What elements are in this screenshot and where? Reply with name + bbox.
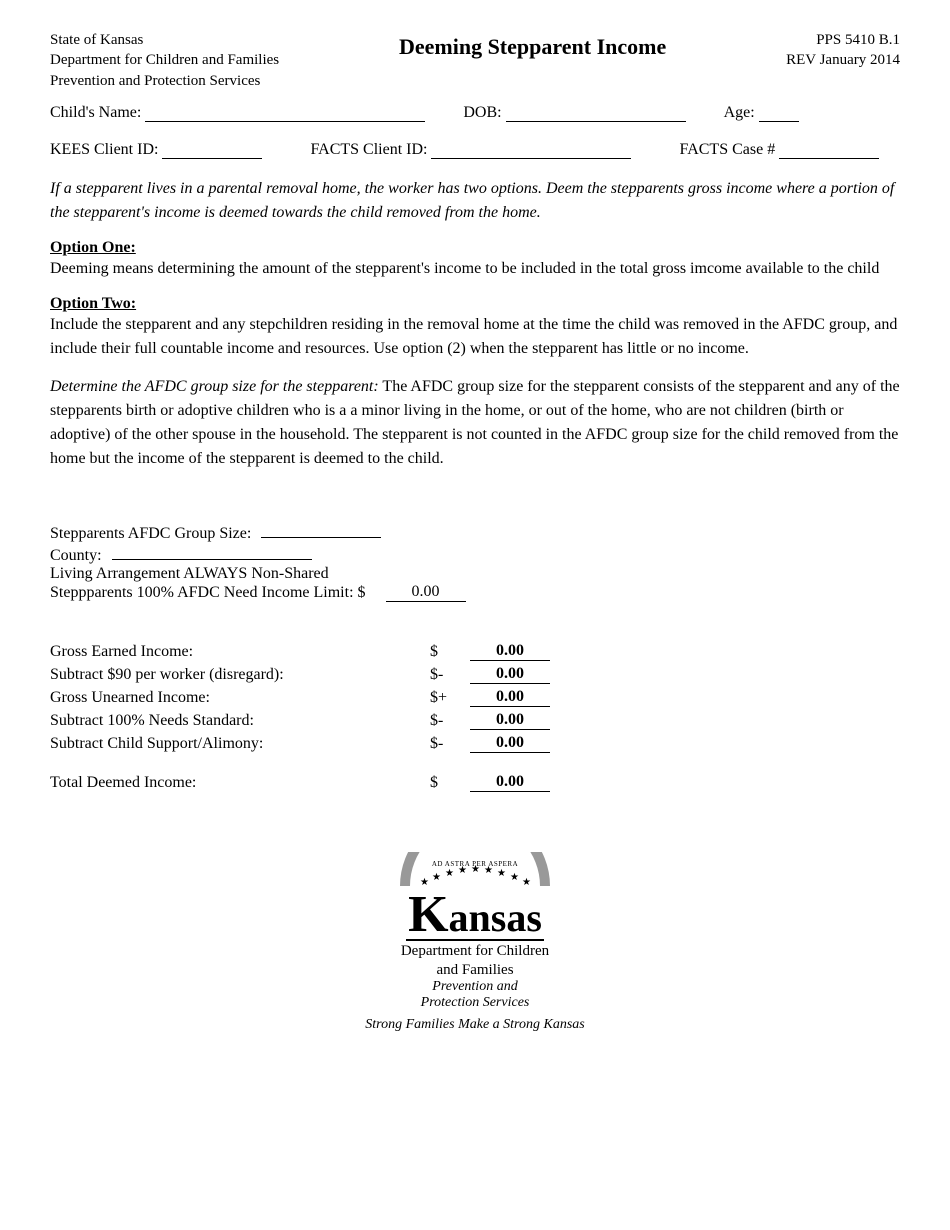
dob-label: DOB: [463, 104, 501, 122]
calc-row-label: Subtract Child Support/Alimony: [50, 735, 430, 753]
page-title: Deeming Stepparent Income [279, 30, 786, 60]
county-label: County: [50, 547, 102, 564]
total-sign: $ [430, 774, 470, 792]
county-input[interactable] [112, 543, 312, 560]
total-row: Total Deemed Income: $ 0.00 [50, 773, 900, 792]
need-limit-row: Steppparents 100% AFDC Need Income Limit… [50, 583, 900, 602]
calc-row: Subtract Child Support/Alimony:$-0.00 [50, 734, 900, 753]
dob-input[interactable] [506, 103, 686, 122]
group-size-input[interactable] [261, 521, 381, 538]
calc-row-label: Gross Earned Income: [50, 643, 430, 661]
form-meta: PPS 5410 B.1 REV January 2014 [786, 30, 900, 71]
kees-label: KEES Client ID: [50, 141, 158, 159]
total-label: Total Deemed Income: [50, 774, 430, 792]
svg-text:★: ★ [497, 868, 506, 879]
seal-icon: AD ASTRA PER ASPERA ★ ★ ★ ★ ★ ★ ★ ★ ★ [50, 852, 900, 892]
calc-row-value[interactable]: 0.00 [470, 665, 550, 684]
calc-row-value[interactable]: 0.00 [470, 642, 550, 661]
calc-row-value[interactable]: 0.00 [470, 688, 550, 707]
calc-row: Gross Unearned Income:$+0.00 [50, 688, 900, 707]
facts-client-input[interactable] [431, 140, 631, 159]
form-header: State of Kansas Department for Children … [50, 30, 900, 91]
calc-row-label: Gross Unearned Income: [50, 689, 430, 707]
svg-text:★: ★ [522, 877, 531, 888]
need-limit-label: Steppparents 100% AFDC Need Income Limit… [50, 584, 366, 602]
footer-dept-line2: and Families [50, 962, 900, 979]
living-row: Living Arrangement ALWAYS Non-Shared [50, 565, 900, 583]
form-id: PPS 5410 B.1 [786, 30, 900, 50]
option-two-body: Include the stepparent and any stepchild… [50, 313, 900, 361]
svg-text:★: ★ [484, 865, 493, 876]
svg-text:★: ★ [471, 864, 480, 875]
svg-text:★: ★ [510, 872, 519, 883]
footer-logo-block: AD ASTRA PER ASPERA ★ ★ ★ ★ ★ ★ ★ ★ ★ Ka… [50, 852, 900, 1033]
calc-row: Subtract 100% Needs Standard:$-0.00 [50, 711, 900, 730]
kansas-wordmark: Kansas [406, 892, 544, 941]
agency-line: Department for Children and Families [50, 50, 279, 70]
age-input[interactable] [759, 103, 799, 122]
calc-row-sign: $+ [430, 689, 470, 707]
facts-case-label: FACTS Case # [679, 141, 775, 159]
footer-tagline: Strong Families Make a Strong Kansas [50, 1017, 900, 1033]
group-size-label: Stepparents AFDC Group Size: [50, 525, 251, 542]
kees-input[interactable] [162, 140, 262, 159]
calc-row-sign: $ [430, 643, 470, 661]
calc-table: Gross Earned Income:$0.00Subtract $90 pe… [50, 642, 900, 753]
calc-row: Gross Earned Income:$0.00 [50, 642, 900, 661]
footer-svc-line2: Protection Services [50, 995, 900, 1011]
svg-text:★: ★ [458, 865, 467, 876]
svg-text:★: ★ [432, 872, 441, 883]
option-one-heading: Option One: [50, 239, 900, 257]
age-label: Age: [724, 104, 755, 122]
intro-text: If a stepparent lives in a parental remo… [50, 177, 900, 225]
footer-svc-line1: Prevention and [50, 979, 900, 995]
calc-row-sign: $- [430, 666, 470, 684]
need-limit-value[interactable]: 0.00 [386, 583, 466, 602]
facts-case-input[interactable] [779, 140, 879, 159]
agency-line: State of Kansas [50, 30, 279, 50]
form-revision: REV January 2014 [786, 50, 900, 70]
calc-row: Subtract $90 per worker (disregard):$-0.… [50, 665, 900, 684]
option-one-body: Deeming means determining the amount of … [50, 257, 900, 281]
determine-para: Determine the AFDC group size for the st… [50, 375, 900, 471]
calc-row-sign: $- [430, 735, 470, 753]
county-row: County: [50, 543, 900, 565]
field-row-ids: KEES Client ID: FACTS Client ID: FACTS C… [50, 140, 900, 159]
child-name-input[interactable] [145, 103, 425, 122]
calc-row-label: Subtract 100% Needs Standard: [50, 712, 430, 730]
calc-params: Stepparents AFDC Group Size: County: Liv… [50, 521, 900, 602]
calc-row-label: Subtract $90 per worker (disregard): [50, 666, 430, 684]
group-size-row: Stepparents AFDC Group Size: [50, 521, 900, 543]
option-two-heading: Option Two: [50, 295, 900, 313]
total-value[interactable]: 0.00 [470, 773, 550, 792]
calc-row-value[interactable]: 0.00 [470, 734, 550, 753]
agency-line: Prevention and Protection Services [50, 71, 279, 91]
calc-row-sign: $- [430, 712, 470, 730]
child-name-label: Child's Name: [50, 104, 141, 122]
facts-client-label: FACTS Client ID: [310, 141, 427, 159]
svg-text:★: ★ [445, 868, 454, 879]
footer-dept-line1: Department for Children [50, 943, 900, 960]
determine-lead: Determine the AFDC group size for the st… [50, 378, 379, 395]
field-row-child: Child's Name: DOB: Age: [50, 103, 900, 122]
calc-row-value[interactable]: 0.00 [470, 711, 550, 730]
agency-block: State of Kansas Department for Children … [50, 30, 279, 91]
